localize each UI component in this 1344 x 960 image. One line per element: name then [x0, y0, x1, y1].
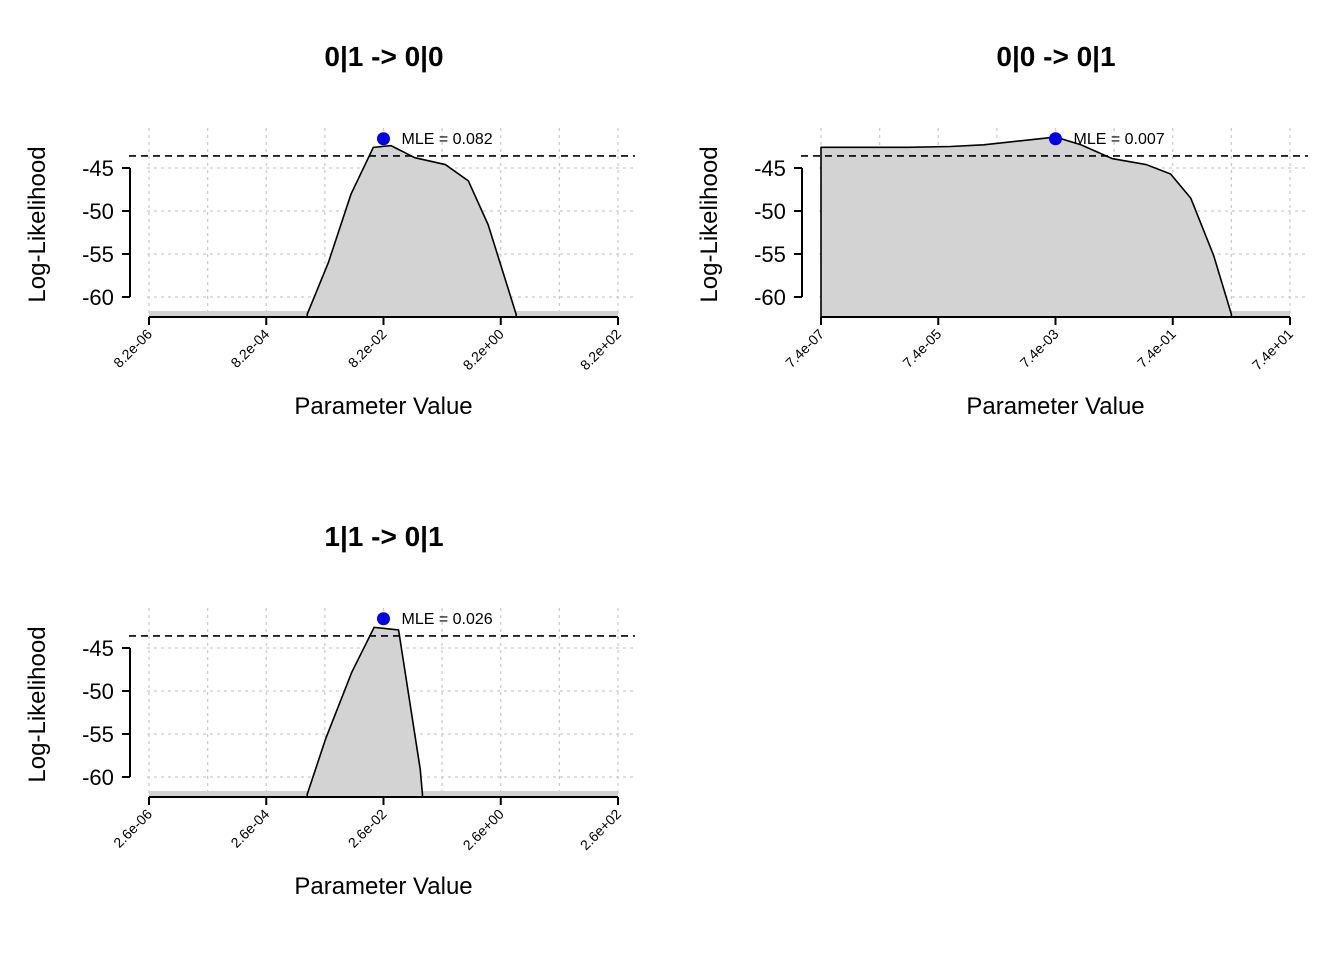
x-tick-label: 8.2e-04 [227, 326, 272, 371]
x-tick-label: 2.6e+00 [459, 806, 507, 854]
x-tick-label: 7.4e-05 [899, 326, 944, 371]
x-tick-label: 7.4e-01 [1134, 326, 1179, 371]
y-tick-label: -55 [754, 242, 786, 267]
profile-curve [820, 136, 1233, 317]
x-tick-label: 2.6e+02 [577, 806, 625, 854]
mle-point [377, 132, 390, 146]
profile-panel-3: 1|1 -> 0|1 Parameter Value Log-Likelihoo… [24, 521, 635, 900]
grid [147, 128, 635, 317]
x-tick-label: 2.6e-04 [227, 806, 272, 851]
panel-title: 0|0 -> 0|1 [996, 41, 1115, 72]
x-tick-label: 8.2e-02 [345, 326, 390, 371]
profile-panel-2: 0|0 -> 0|1 Parameter Value Log-Likelihoo… [696, 41, 1308, 420]
grid [147, 608, 635, 797]
y-tick-label: -50 [82, 199, 114, 224]
y-tick-label: -60 [754, 285, 786, 310]
x-tick-label: 2.6e-06 [110, 806, 155, 851]
mle-point [377, 612, 390, 626]
mle-label: MLE = 0.026 [402, 611, 493, 628]
plot-area: MLE = 0.082 [129, 131, 635, 317]
y-tick-label: -45 [754, 156, 786, 181]
profile-curve [306, 144, 517, 317]
profile-panel-1: 0|1 -> 0|0 Parameter Value Log-Likelihoo… [24, 41, 635, 420]
plot-area: MLE = 0.026 [129, 611, 635, 797]
y-tick-label: -55 [82, 242, 114, 267]
mle-point [1049, 132, 1062, 146]
y-axis-label: Log-Likelihood [24, 626, 51, 782]
y-tick-label: -55 [82, 722, 114, 747]
x-tick-label: 2.6e-02 [345, 806, 390, 851]
plot-area: MLE = 0.007 [801, 131, 1308, 317]
y-axis-label: Log-Likelihood [696, 146, 723, 302]
y-tick-label: -45 [82, 156, 114, 181]
panel-title: 1|1 -> 0|1 [324, 521, 443, 552]
x-tick-label: 8.2e+00 [459, 326, 507, 374]
x-tick-label: 7.4e-03 [1017, 326, 1062, 371]
mle-label: MLE = 0.082 [402, 131, 493, 148]
x-tick-label: 8.2e+02 [577, 326, 625, 374]
panel-title: 0|1 -> 0|0 [324, 41, 443, 72]
x-axis-label: Parameter Value [966, 393, 1144, 420]
x-tick-label: 7.4e-07 [782, 326, 827, 371]
x-axis-label: Parameter Value [294, 393, 472, 420]
y-tick-label: -50 [754, 199, 786, 224]
y-axis-label: Log-Likelihood [24, 146, 51, 302]
x-tick-label: 7.4e+01 [1249, 326, 1297, 374]
y-tick-label: -60 [82, 765, 114, 790]
y-tick-label: -45 [82, 636, 114, 661]
x-tick-label: 8.2e-06 [110, 326, 155, 371]
profile-curve [306, 626, 424, 797]
x-axis-label: Parameter Value [294, 873, 472, 900]
y-tick-label: -50 [82, 679, 114, 704]
mle-label: MLE = 0.007 [1074, 131, 1165, 148]
y-tick-label: -60 [82, 285, 114, 310]
